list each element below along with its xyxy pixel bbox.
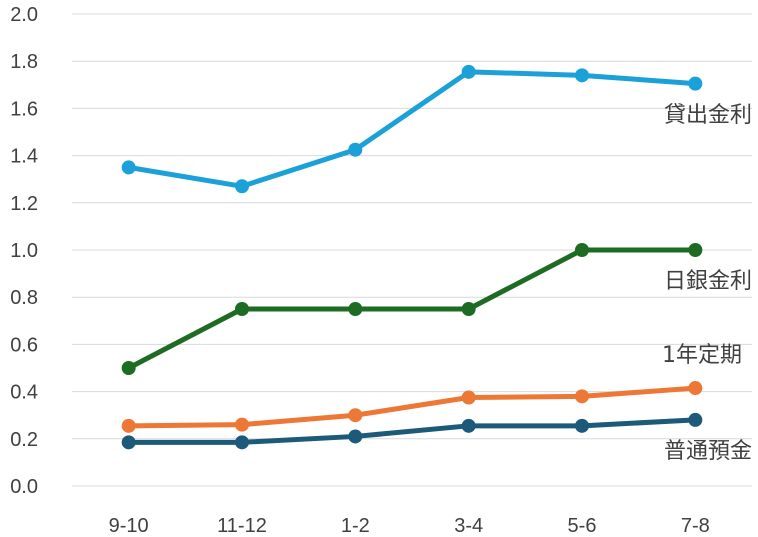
data-point (348, 408, 363, 423)
series-line (126, 69, 698, 189)
data-point (235, 435, 249, 450)
series-layer (121, 64, 703, 450)
data-point (348, 429, 363, 444)
y-tick-label: 0.8 (10, 287, 38, 309)
data-point (121, 435, 136, 450)
y-tick-label: 1.4 (10, 146, 38, 168)
x-tick-label: 5-6 (568, 515, 597, 537)
data-point (461, 390, 476, 405)
data-point (121, 160, 136, 175)
data-point (688, 76, 703, 91)
series-line (126, 385, 698, 429)
y-tick-label: 1.8 (10, 51, 38, 73)
y-tick-label: 1.0 (10, 240, 38, 262)
x-tick-label: 1-2 (341, 515, 370, 537)
y-tick-label: 0.2 (10, 429, 38, 451)
data-point (461, 302, 476, 316)
data-point (575, 243, 589, 257)
data-point (235, 302, 249, 316)
y-tick-label: 0.0 (10, 476, 38, 498)
data-point (461, 418, 476, 433)
series-2 (121, 243, 703, 375)
data-point (348, 142, 363, 157)
data-point (461, 64, 476, 79)
data-point (575, 68, 589, 83)
data-point (688, 243, 703, 257)
data-point (575, 418, 589, 433)
series-1 (121, 64, 703, 194)
y-tick-label: 2.0 (10, 4, 38, 26)
x-tick-label: 7-8 (681, 515, 710, 537)
data-point (235, 417, 249, 432)
y-tick-label: 0.6 (10, 334, 38, 356)
y-axis-ticks: 0.0 0.2 0.4 0.6 0.8 1.0 1.2 1.4 1.6 1.8 2.0 (10, 4, 38, 498)
series-label: 日銀金利 (664, 269, 752, 294)
series-label: 貸出金利 (664, 103, 752, 128)
data-point (688, 412, 703, 427)
data-point (121, 361, 136, 375)
y-tick-label: 1.6 (10, 98, 38, 120)
x-tick-label: 9-10 (109, 515, 149, 537)
data-point (348, 302, 363, 316)
x-tick-label: 3-4 (454, 515, 483, 537)
data-point (575, 389, 589, 404)
data-point (688, 381, 703, 396)
series-line (126, 247, 698, 371)
y-tick-label: 0.4 (10, 382, 38, 404)
series-label: 普通預金 (664, 439, 752, 464)
x-axis-ticks: 9-10 11-12 1-2 3-4 5-6 7-8 (109, 515, 710, 537)
series-line (126, 417, 698, 445)
series-3 (121, 381, 703, 433)
x-tick-label: 11-12 (217, 515, 267, 537)
series-label: 1年定期 (662, 343, 742, 368)
data-point (121, 418, 136, 433)
series-4 (121, 412, 703, 450)
data-point (235, 179, 249, 194)
y-tick-label: 1.2 (10, 193, 38, 215)
